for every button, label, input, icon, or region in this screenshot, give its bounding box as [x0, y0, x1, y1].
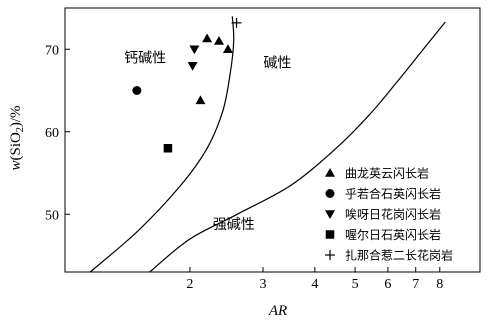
legend-label-3: 唉呀日花岗闪长岩 — [345, 207, 441, 222]
y-axis-title-open: (SiO — [8, 132, 24, 161]
point-triangle-up-1-4 — [222, 44, 233, 53]
data-points — [132, 17, 242, 153]
legend-label-4: 喔尔日石英闪长岩 — [345, 227, 441, 242]
legend-label-5: 扎那合惹二长花岗岩 — [345, 248, 453, 263]
y-axis-title-subscript: 2 — [15, 127, 26, 132]
x-tick-label-7: 7 — [412, 277, 419, 292]
x-tick-label-3: 3 — [260, 277, 267, 292]
point-triangle-up-1-3 — [213, 36, 224, 45]
region-label-1: 钙碱性 — [124, 50, 166, 66]
legend-marker-triangle-up — [325, 168, 335, 177]
point-triangle-down-3-2 — [189, 45, 200, 55]
region-label-3: 强碱性 — [213, 217, 255, 233]
point-triangle-up-1-1 — [195, 95, 206, 105]
x-tick-label-2: 2 — [186, 277, 193, 292]
legend-label-2: 乎若合石英闪长岩 — [345, 186, 441, 201]
boundary-curves — [89, 16, 446, 273]
point-circle-2-1 — [132, 86, 142, 95]
boundary-curve-2 — [149, 21, 446, 273]
point-square-4-1 — [163, 144, 173, 153]
legend-marker-square — [325, 230, 335, 239]
y-tick-label-60: 60 — [45, 126, 59, 141]
legend-marker-circle — [325, 189, 335, 198]
y-axis-title-close: )/% — [8, 105, 24, 127]
y-axis-title-variable: w — [8, 161, 24, 171]
point-triangle-up-1-2 — [202, 33, 213, 43]
region-label-2: 碱性 — [263, 55, 291, 71]
legend-marker-triangle-down — [325, 210, 335, 219]
point-triangle-down-3-1 — [187, 62, 198, 71]
x-tick-label-5: 5 — [352, 277, 359, 292]
x-tick-label-6: 6 — [384, 277, 391, 292]
y-tick-label-70: 70 — [45, 43, 59, 58]
y-tick-label-50: 50 — [45, 208, 59, 223]
x-axis-title: AR — [268, 303, 287, 319]
legend-label-1: 曲龙英云闪长岩 — [345, 166, 429, 181]
plot-frame — [64, 7, 481, 273]
boundary-curve-1 — [89, 16, 235, 273]
point-plus-5-1 — [231, 17, 242, 28]
axis-ticks: 2 3 4 5 6 7 8 50 60 70 — [45, 43, 443, 292]
legend-marker-plus — [325, 250, 335, 260]
x-tick-label-8: 8 — [436, 277, 443, 292]
x-tick-label-4: 4 — [311, 277, 318, 292]
y-axis-title: w(SiO2)/% — [8, 105, 26, 170]
